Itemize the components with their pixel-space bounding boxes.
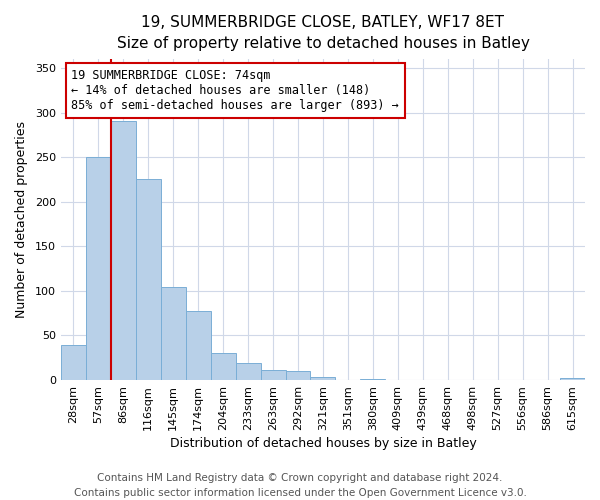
Title: 19, SUMMERBRIDGE CLOSE, BATLEY, WF17 8ET
Size of property relative to detached h: 19, SUMMERBRIDGE CLOSE, BATLEY, WF17 8ET… [116, 15, 529, 51]
Text: 19 SUMMERBRIDGE CLOSE: 74sqm
← 14% of detached houses are smaller (148)
85% of s: 19 SUMMERBRIDGE CLOSE: 74sqm ← 14% of de… [71, 68, 399, 112]
Bar [61, 346, 86, 380]
X-axis label: Distribution of detached houses by size in Batley: Distribution of detached houses by size … [170, 437, 476, 450]
Bar [136, 180, 161, 380]
Bar [260, 370, 286, 380]
Bar [310, 376, 335, 380]
Bar [161, 288, 186, 380]
Bar [560, 378, 585, 380]
Bar [361, 379, 385, 380]
Bar [211, 354, 236, 380]
Y-axis label: Number of detached properties: Number of detached properties [15, 121, 28, 318]
Bar [286, 371, 310, 380]
Text: Contains HM Land Registry data © Crown copyright and database right 2024.
Contai: Contains HM Land Registry data © Crown c… [74, 472, 526, 498]
Bar [86, 157, 111, 380]
Bar [111, 120, 136, 380]
Bar [236, 363, 260, 380]
Bar [186, 310, 211, 380]
